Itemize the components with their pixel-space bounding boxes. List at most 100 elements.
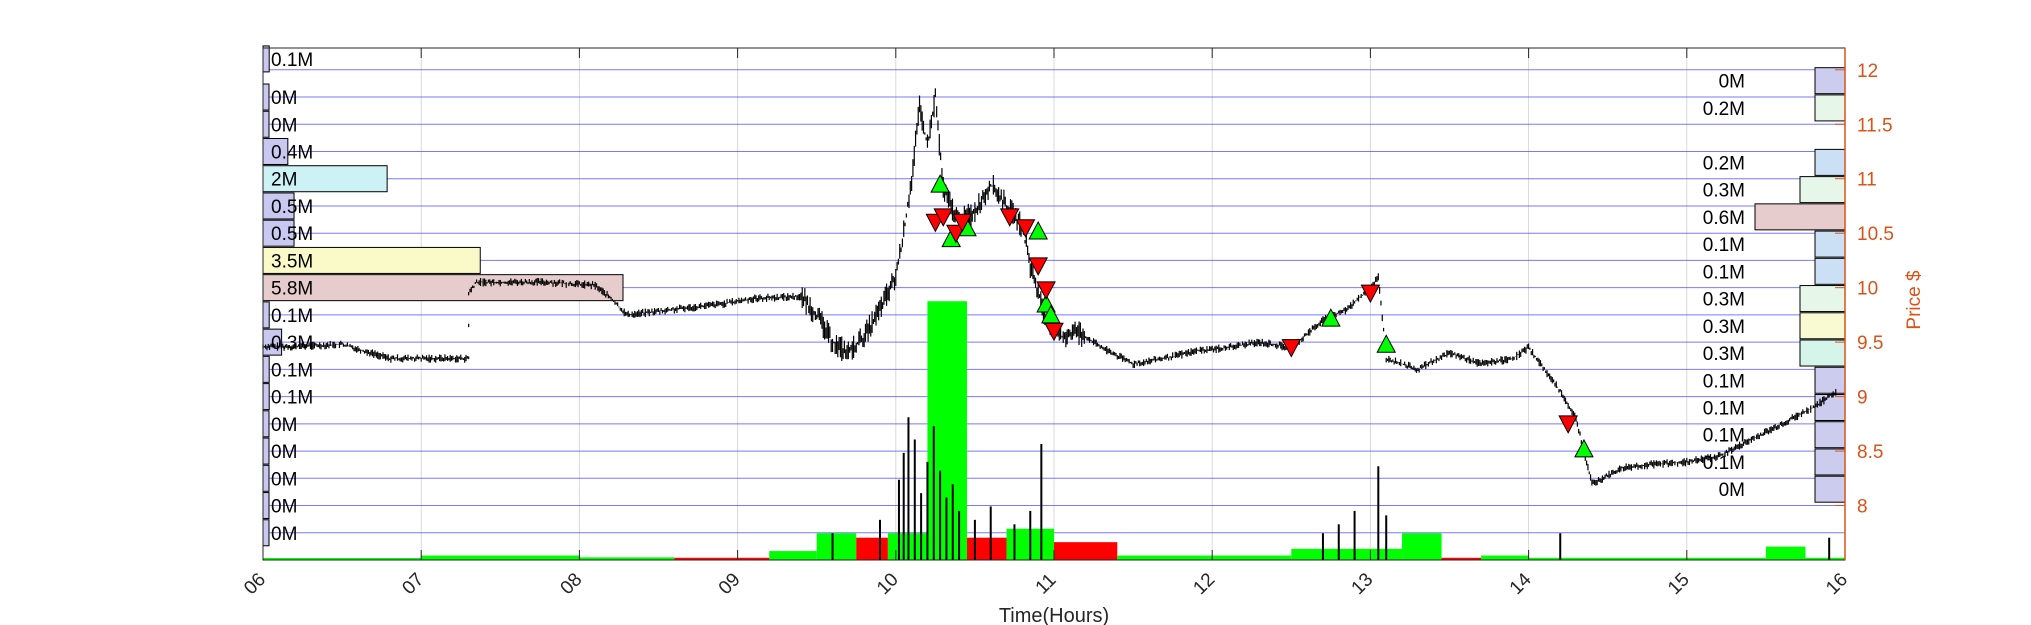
left-profile-label: 0.5M bbox=[271, 197, 313, 218]
right-profile-label: 0.1M bbox=[1703, 426, 1745, 447]
volume-bar bbox=[263, 558, 422, 560]
volume-bar bbox=[1528, 557, 1766, 560]
price-band-lines bbox=[263, 69, 1845, 534]
sell-signal-marker bbox=[946, 224, 966, 244]
left-profile-label: 0M bbox=[271, 442, 297, 463]
sell-signal-marker bbox=[1028, 257, 1049, 276]
left-profile-bar bbox=[262, 383, 270, 411]
left-profile-bar bbox=[262, 219, 295, 247]
x-tick-label: 08 bbox=[557, 569, 587, 599]
left-profile-label: 3.5M bbox=[271, 251, 313, 272]
y-tick-label: 9 bbox=[1857, 388, 1868, 409]
right-profile-label: 0.1M bbox=[1703, 398, 1745, 419]
right-profile-label: 0.6M bbox=[1703, 208, 1745, 229]
right-profile-bar bbox=[1814, 94, 1846, 122]
left-profile-bar bbox=[262, 355, 270, 383]
buy-signal-marker bbox=[1321, 308, 1341, 327]
right-profile-bar bbox=[1814, 366, 1846, 394]
right-volume-profile: 0M 0.2M 0.2M 0.3M 0.6M 0.1M 0.1M 0.3M 0.3M 0.3M 0.… bbox=[1703, 67, 1846, 503]
right-profile-bar bbox=[1799, 339, 1846, 367]
y-tick-label: 9.5 bbox=[1857, 333, 1883, 354]
right-profile-bar bbox=[1754, 203, 1846, 231]
volume-bars bbox=[263, 301, 1845, 560]
volume-bar bbox=[1117, 555, 1213, 560]
left-profile-label: 0M bbox=[271, 497, 297, 518]
left-profile-bar bbox=[262, 165, 388, 193]
volume-bar bbox=[1402, 533, 1442, 560]
left-profile-label: 0.5M bbox=[271, 224, 313, 245]
volume-bar bbox=[421, 555, 580, 560]
y-tick-label: 11.5 bbox=[1857, 115, 1893, 136]
x-tick-label: 09 bbox=[715, 569, 745, 599]
right-profile-bar bbox=[1814, 393, 1846, 421]
y-tick-label: 10.5 bbox=[1857, 224, 1894, 245]
right-profile-label: 0.3M bbox=[1703, 290, 1745, 311]
buy-signal-marker bbox=[1028, 220, 1049, 240]
sell-signal-marker bbox=[1558, 415, 1578, 434]
left-profile-label: 0M bbox=[271, 524, 297, 545]
y-tick-label: 8 bbox=[1857, 497, 1868, 518]
right-profile-label: 0M bbox=[1719, 72, 1745, 93]
volume-bar bbox=[966, 537, 1007, 560]
right-profile-bar bbox=[1814, 421, 1846, 449]
left-profile-label: 0.1M bbox=[271, 306, 313, 327]
sell-signal-marker bbox=[1360, 284, 1381, 304]
x-tick-label: 12 bbox=[1189, 569, 1219, 599]
y-tick-label: 8.5 bbox=[1857, 442, 1883, 463]
right-profile-bar bbox=[1814, 230, 1846, 258]
left-profile-bar bbox=[262, 83, 270, 111]
trade-signals bbox=[925, 174, 1594, 458]
sell-signal-marker bbox=[1281, 339, 1302, 358]
buy-signal-marker bbox=[930, 174, 950, 193]
volume-bar bbox=[1481, 555, 1529, 560]
left-profile-label: 0.4M bbox=[271, 142, 313, 163]
sell-signal-marker bbox=[1036, 281, 1056, 300]
left-profile-bar bbox=[262, 110, 270, 138]
volume-bar bbox=[579, 557, 675, 560]
left-profile-label: 0.1M bbox=[271, 50, 313, 71]
y-tick-label: 12 bbox=[1857, 61, 1878, 82]
left-profile-bar bbox=[262, 492, 270, 520]
x-tick-label: 14 bbox=[1506, 569, 1536, 599]
sell-signal-marker bbox=[933, 208, 954, 227]
sell-signal-marker bbox=[952, 213, 973, 233]
left-profile-label: 0M bbox=[271, 469, 297, 490]
y-tick-label: 10 bbox=[1857, 279, 1878, 300]
left-profile-label: 5.8M bbox=[271, 279, 313, 300]
left-volume-profile: 0.1M0M0M0.4M2M0.5M0.5M3.5M5.8M0.1M0.3M0.… bbox=[262, 45, 624, 547]
right-profile-label: 0.1M bbox=[1703, 262, 1745, 283]
volume-bar bbox=[1441, 557, 1482, 560]
volume-bar bbox=[856, 537, 888, 560]
volume-bar bbox=[769, 551, 817, 560]
right-profile-bar bbox=[1814, 475, 1846, 503]
right-profile-bar bbox=[1814, 448, 1846, 476]
sell-signal-marker bbox=[1015, 219, 1036, 238]
x-tick-label: 11 bbox=[1032, 570, 1061, 599]
y-axis-label: Price $ bbox=[1904, 270, 1925, 330]
x-tick-label: 13 bbox=[1348, 569, 1378, 599]
left-profile-label: 0.1M bbox=[271, 360, 313, 381]
right-profile-bar bbox=[1799, 312, 1846, 340]
y-axis-ticks: 8 8.5 9 9.5 10 10.5 11 11.5 12 bbox=[1835, 48, 1894, 560]
right-profile-bar bbox=[1799, 285, 1846, 313]
volume-bar bbox=[1805, 557, 1845, 560]
left-profile-label: 0.1M bbox=[271, 388, 313, 409]
x-tick-label: 06 bbox=[240, 569, 270, 599]
left-profile-label: 0M bbox=[271, 115, 297, 136]
y-tick-label: 11 bbox=[1857, 170, 1877, 191]
left-profile-label: 2M bbox=[271, 170, 297, 191]
buy-signal-marker bbox=[1376, 334, 1397, 353]
right-profile-label: 0.2M bbox=[1703, 153, 1745, 174]
volume-bar bbox=[674, 557, 770, 560]
buy-signal-marker bbox=[1574, 438, 1594, 458]
x-tick-label: 10 bbox=[873, 569, 903, 599]
sell-signal-marker bbox=[1044, 322, 1064, 342]
sell-signal-marker bbox=[999, 208, 1020, 227]
x-tick-label: 07 bbox=[398, 569, 428, 599]
volume-bar bbox=[1054, 542, 1118, 560]
left-profile-bar bbox=[262, 45, 270, 73]
right-profile-label: 0.2M bbox=[1703, 99, 1745, 120]
right-profile-bar bbox=[1814, 148, 1846, 176]
left-profile-bar bbox=[262, 274, 624, 302]
